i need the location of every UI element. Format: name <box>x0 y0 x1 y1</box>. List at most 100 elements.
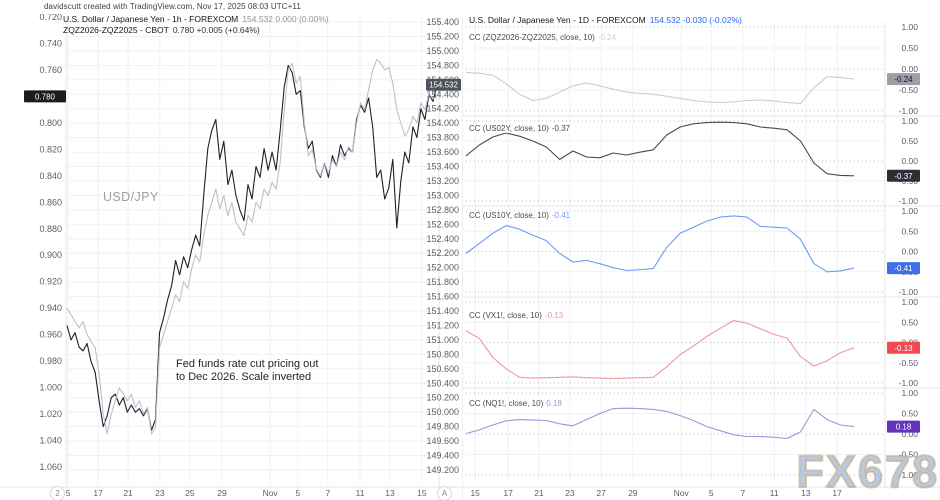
usdjpy-line[interactable] <box>66 64 438 431</box>
cc-series-line-0[interactable] <box>465 71 855 104</box>
axis-tick-label: 17 <box>832 488 842 498</box>
cc-series-line-3[interactable] <box>465 320 855 380</box>
axis-tick-label: 1.000 <box>39 383 62 393</box>
axis-tick-label: -0.50 <box>899 85 919 95</box>
axis-tick-label: 151.600 <box>426 292 459 302</box>
right-chart-canvas[interactable]: 1.000.500.00-0.50-1.00-0.241.000.500.00-… <box>463 14 940 500</box>
cc-indicator-label-us02y[interactable]: CC (US02Y, close, 10) -0.37 <box>469 124 571 133</box>
axis-tick-label: 7 <box>325 488 330 498</box>
axis-tick-label: 0.00 <box>901 429 918 439</box>
legend-row-usdjpy[interactable]: U.S. Dollar / Japanese Yen - 1h - FOREXC… <box>63 14 329 24</box>
axis-tick-label: -1.00 <box>899 470 919 480</box>
cc-series-line-2[interactable] <box>465 215 855 273</box>
left-chart-canvas[interactable]: 155.400155.200155.000154.800154.600154.4… <box>0 14 462 500</box>
price-badge-label: -0.37 <box>894 172 913 181</box>
price-badge-label: -0.13 <box>894 344 913 353</box>
axis-tick-label: 15 <box>417 488 427 498</box>
merged-scales-button[interactable]: 2 <box>50 486 65 500</box>
price-badge-label: -0.24 <box>894 75 913 84</box>
right-grid <box>474 22 838 480</box>
axis-tick-label: 153.600 <box>426 147 459 157</box>
axis-tick-label: 23 <box>565 488 575 498</box>
right-symbol-title[interactable]: U.S. Dollar / Japanese Yen - 1D - FOREXC… <box>469 15 646 25</box>
axis-tick-label: 1.00 <box>901 297 918 307</box>
zq-spread-quote-values: 0.780 +0.005 (+0.64%) <box>172 25 260 35</box>
axis-tick-label: 0.940 <box>39 303 62 313</box>
axis-tick-label: 5 <box>296 488 301 498</box>
axis-tick-label: 21 <box>123 488 133 498</box>
right-chart-header[interactable]: U.S. Dollar / Japanese Yen - 1D - FOREXC… <box>469 15 742 25</box>
credit-line: davidscutt created with TradingView.com,… <box>44 2 301 11</box>
axis-tick-label: 13 <box>385 488 395 498</box>
axis-tick-label: -0.50 <box>899 358 919 368</box>
axis-tick-label: 1.060 <box>39 462 62 472</box>
axis-tick-label: 5 <box>709 488 714 498</box>
price-badge-label: -0.41 <box>894 264 913 273</box>
price-badge-label: 154.532 <box>429 81 458 90</box>
axis-tick-label: 154.000 <box>426 118 459 128</box>
axis-tick-label: 152.600 <box>426 219 459 229</box>
axis-tick-label: -1.00 <box>899 196 919 206</box>
axis-tick-label: 21 <box>534 488 544 498</box>
cc-indicator-label-us10y[interactable]: CC (US10Y, close, 10) -0.41 <box>469 211 571 220</box>
cc-indicator-value: -0.41 <box>551 211 571 220</box>
axis-tick-label: 0.820 <box>39 144 62 154</box>
legend-row-zq-spread[interactable]: ZQZ2026-ZQZ2025 - CBOT 0.780 +0.005 (+0.6… <box>63 25 329 35</box>
axis-tick-label: 152.800 <box>426 205 459 215</box>
axis-tick-label: 0.50 <box>901 43 918 53</box>
cc-indicator-name: CC (US02Y, close, 10) <box>469 124 549 133</box>
cc-indicator-name: CC (ZQZ2026-ZQZ2025, close, 10) <box>469 33 595 42</box>
cc-series-line-1[interactable] <box>465 121 855 177</box>
right-chart-panel: 1.00 0.50 0.00 -0.50 -1.00 -0.24 1.00 0.50 0.00-… <box>462 14 940 500</box>
axis-tick-label: 27 <box>596 488 606 498</box>
cc-indicator-value: -0.13 <box>544 311 564 320</box>
axis-tick-label: 153.400 <box>426 162 459 172</box>
cc-indicator-name: CC (VX1!, close, 10) <box>469 311 542 320</box>
axis-tick-label: 0.900 <box>39 250 62 260</box>
axis-tick-label: 1.00 <box>901 206 918 216</box>
axis-tick-label: 151.200 <box>426 320 459 330</box>
price-badge <box>426 78 461 91</box>
axis-tick-label: 0.840 <box>39 171 62 181</box>
axis-tick-label: 0.800 <box>39 118 62 128</box>
axis-tick-label: 11 <box>770 488 779 498</box>
axis-tick-label: 0.720 <box>39 14 62 22</box>
axis-tick-label: 155.400 <box>426 17 459 27</box>
axis-tick-label: 150.400 <box>426 378 459 388</box>
price-badge <box>887 262 920 275</box>
axis-tick-label: 151.800 <box>426 277 459 287</box>
cc-indicator-value: -0.37 <box>551 124 571 133</box>
cc-indicator-value: -0.24 <box>597 33 617 42</box>
cc-indicator-name: CC (US10Y, close, 10) <box>469 211 549 220</box>
axis-tick-label: 1.020 <box>39 409 62 419</box>
axis-tick-label: 151.000 <box>426 335 459 345</box>
cc-series-line-4[interactable] <box>465 407 855 440</box>
price-badge <box>887 169 920 182</box>
cc-indicator-label-vx1[interactable]: CC (VX1!, close, 10) -0.13 <box>469 311 564 320</box>
axis-tick-label: 0.980 <box>39 356 62 366</box>
zq-spread-line[interactable] <box>66 58 438 435</box>
axis-tick-label: Nov <box>263 488 279 498</box>
left-chart-legend: U.S. Dollar / Japanese Yen - 1h - FOREXC… <box>63 14 329 36</box>
axis-tick-label: 1.00 <box>901 22 918 32</box>
axis-tick-label: 0.740 <box>39 38 62 48</box>
axis-tick-label: 23 <box>155 488 165 498</box>
axis-tick-label: 149.200 <box>426 465 459 475</box>
auto-scale-button[interactable]: A <box>437 486 452 500</box>
axis-tick-label: 150.200 <box>426 393 459 403</box>
fed-funds-note-line1: Fed funds rate cut pricing out <box>176 358 319 370</box>
right-quote-values: 154.532 -0.030 (-0.02%) <box>649 15 742 25</box>
price-badge-label: 0.780 <box>35 92 56 101</box>
axis-tick-label: 7 <box>741 488 746 498</box>
zq-spread-symbol-title[interactable]: ZQZ2026-ZQZ2025 - CBOT <box>63 25 169 35</box>
axis-tick-label: 15 <box>470 488 480 498</box>
axis-tick-label: 29 <box>628 488 638 498</box>
axis-tick-label: 149.800 <box>426 422 459 432</box>
axis-tick-label: 0.50 <box>901 136 918 146</box>
axis-tick-label: 149.400 <box>426 451 459 461</box>
axis-tick-label: 152.000 <box>426 263 459 273</box>
usdjpy-symbol-title[interactable]: U.S. Dollar / Japanese Yen - 1h - FOREXC… <box>63 14 239 24</box>
cc-indicator-label-zq-spread[interactable]: CC (ZQZ2026-ZQZ2025, close, 10) -0.24 <box>469 33 617 42</box>
cc-indicator-label-nq1[interactable]: CC (NQ1!, close, 10) 0.18 <box>469 399 562 408</box>
axis-tick-label: 155.200 <box>426 31 459 41</box>
